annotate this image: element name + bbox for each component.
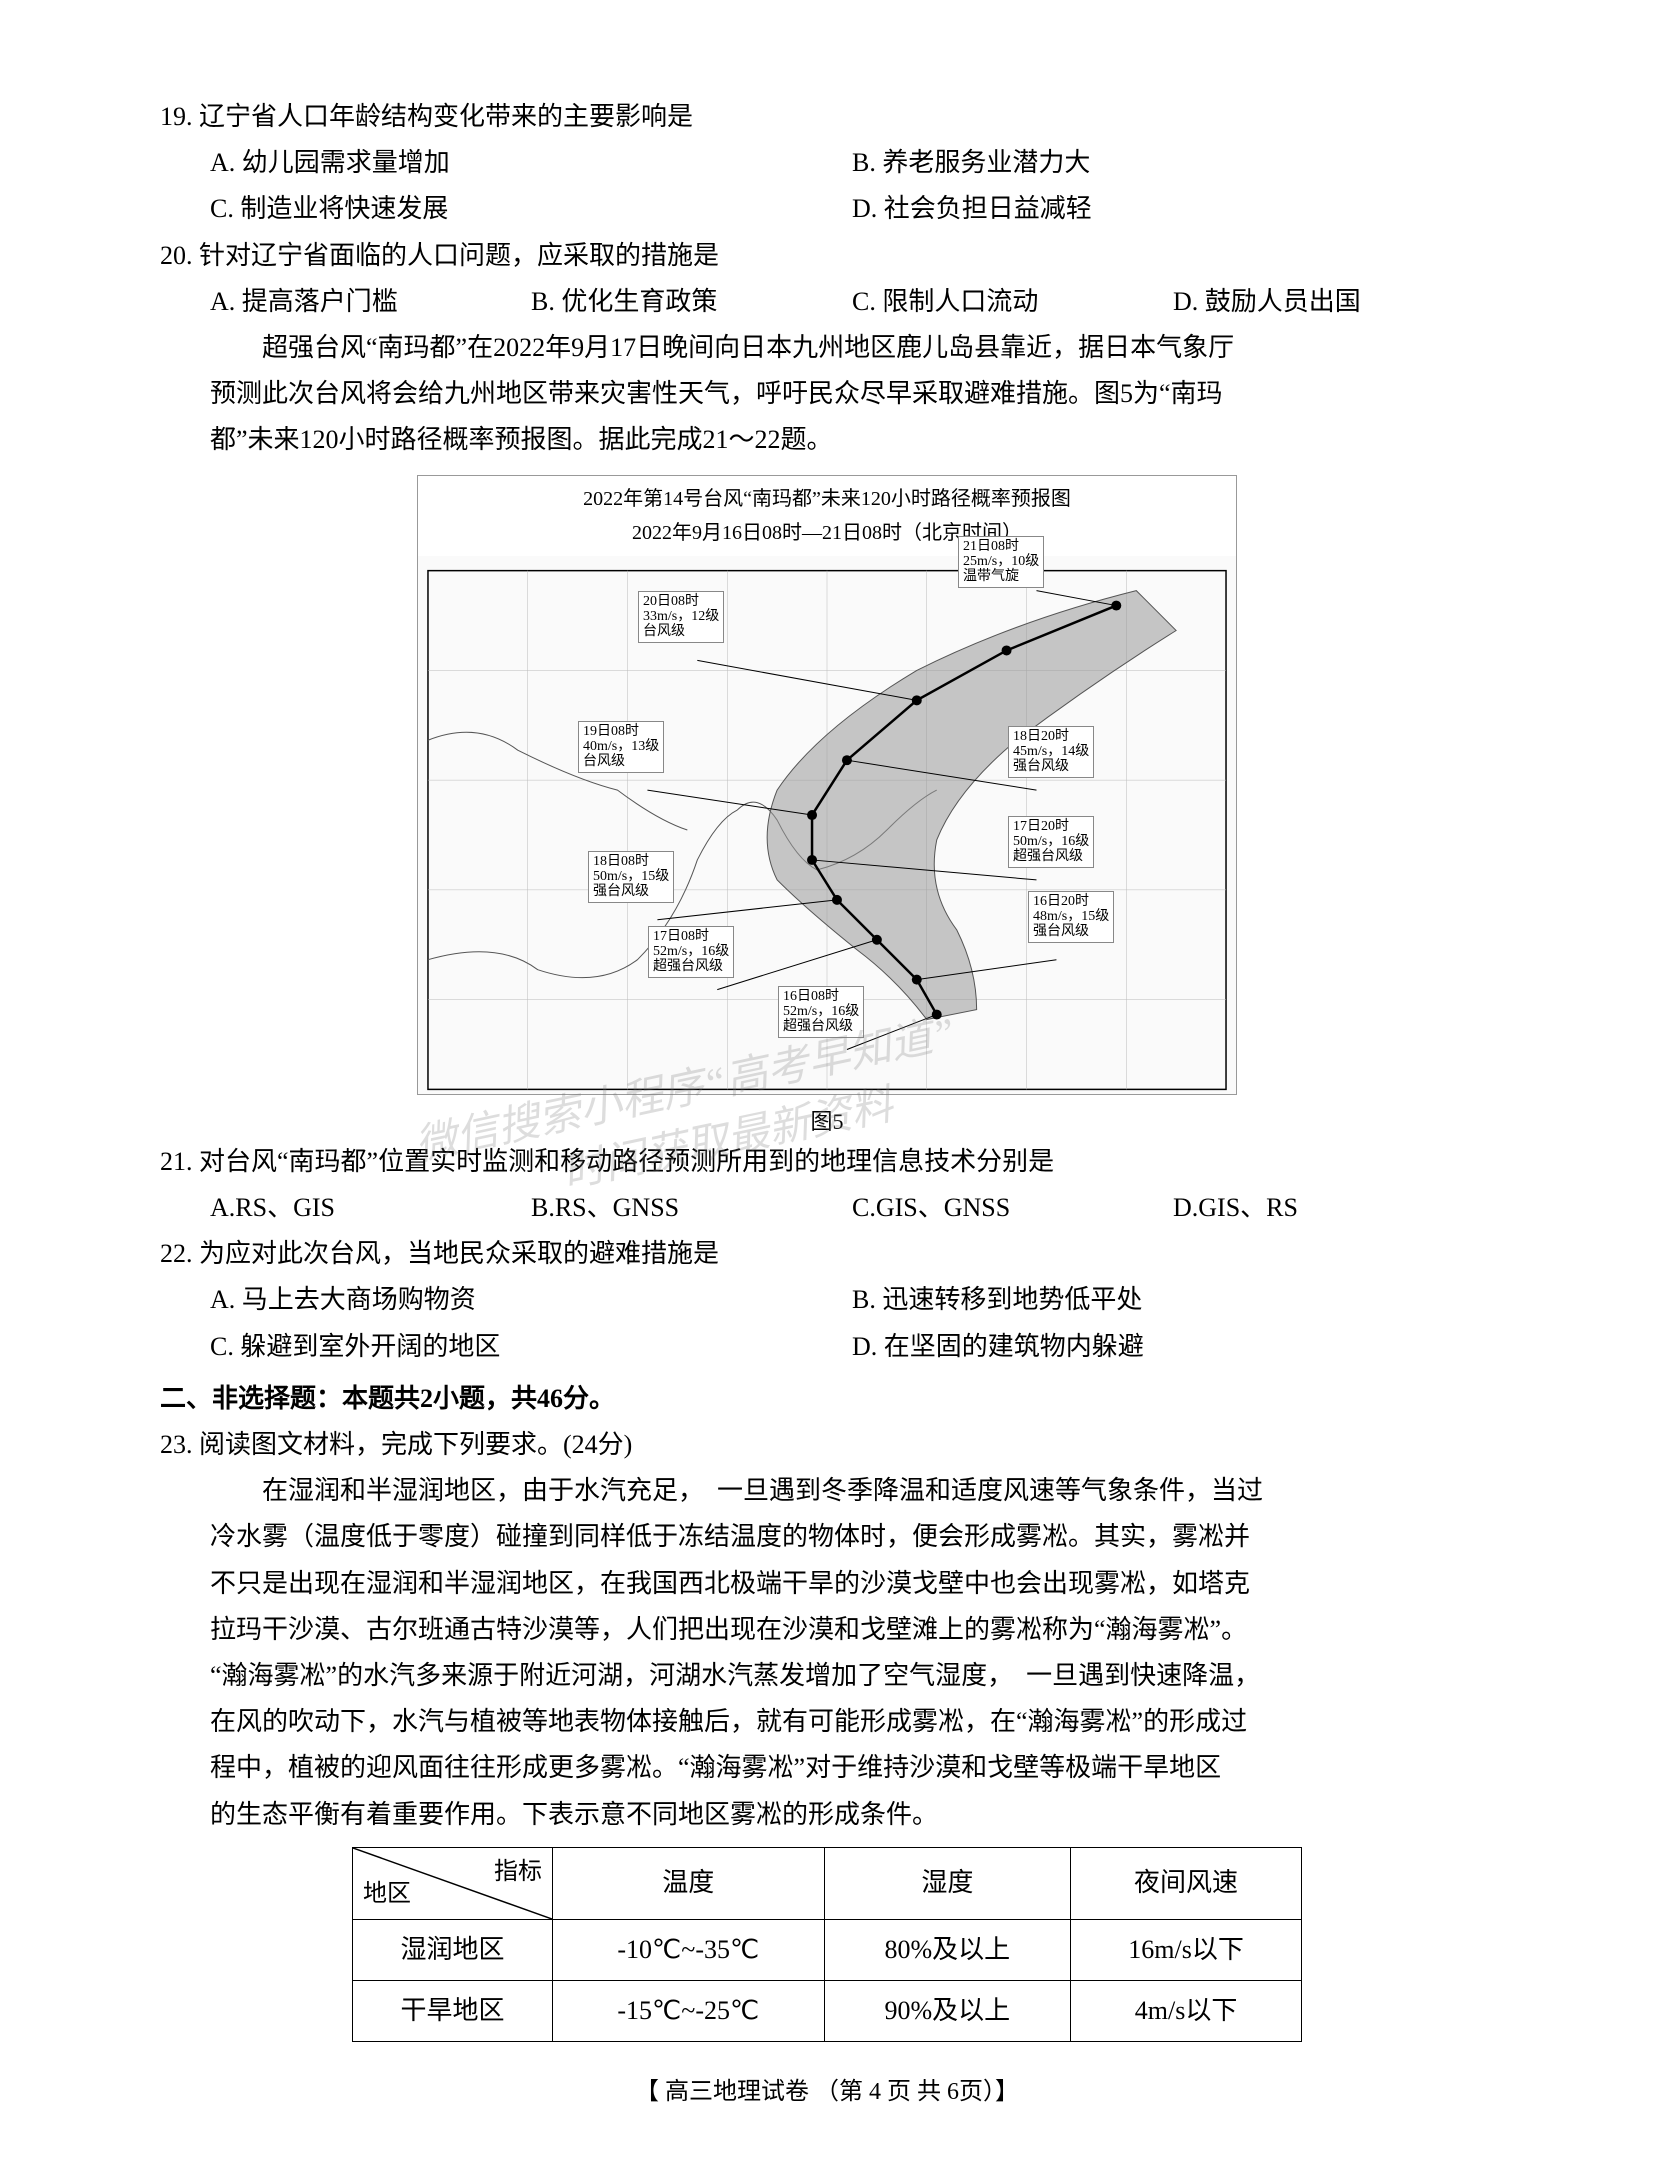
q19-option-d: D. 社会负担日益减轻 (852, 187, 1494, 231)
passage-line1: 超强台风“南玛都”在2022年9月17日晚间向日本九州地区鹿儿岛县靠近，据日本气… (160, 326, 1494, 370)
q22-options-row2: C. 躲避到室外开阔的地区 D. 在坚固的建筑物内躲避 (160, 1325, 1494, 1369)
passage-line3: 都”未来120小时路径概率预报图。据此完成21～22题。 (160, 418, 1494, 462)
row1-region: 干旱地区 (353, 1980, 553, 2041)
q19-option-b: B. 养老服务业潜力大 (852, 141, 1494, 185)
q20-stem: 20. 针对辽宁省面临的人口问题，应采取的措施是 (160, 234, 1494, 278)
figure-title-line1: 2022年第14号台风“南玛都”未来120小时路径概率预报图 (424, 482, 1230, 516)
q22-option-b: B. 迅速转移到地势低平处 (852, 1278, 1494, 1322)
row0-temp: -10℃~-35℃ (553, 1919, 825, 1980)
q20-option-c: C. 限制人口流动 (852, 280, 1173, 324)
row1-humidity: 90%及以上 (824, 1980, 1071, 2041)
footer-text: 【 高三地理试卷 （第 4 页 共 6页）】 (615, 2072, 1039, 2113)
map-label-17: 17日08时52m/s，16级超强台风级 (648, 926, 734, 978)
q21-options: A.RS、GIS B.RS、GNSS C.GIS、GNSS D.GIS、RS (160, 1186, 1494, 1230)
q23-p6: 在风的吹动下，水汽与植被等地表物体接触后，就有可能形成雾凇，在“瀚海雾凇”的形成… (160, 1700, 1494, 1744)
q20-options: A. 提高落户门槛 B. 优化生育政策 C. 限制人口流动 D. 鼓励人员出国 (160, 280, 1494, 324)
row0-wind: 16m/s以下 (1071, 1919, 1302, 1980)
q21-stem: 21. 对台风“南玛都”位置实时监测和移动路径预测所用到的地理信息技术分别是 (160, 1140, 1494, 1184)
map-label-18b: 18日20时45m/s，14级强台风级 (1008, 726, 1094, 778)
q19-options-row1: A. 幼儿园需求量增加 B. 养老服务业潜力大 (160, 141, 1494, 185)
row0-humidity: 80%及以上 (824, 1919, 1071, 1980)
diag-top-label: 指标 (494, 1852, 542, 1893)
map-label-18: 18日08时50m/s，15级强台风级 (588, 851, 674, 903)
figure-container: 2022年第14号台风“南玛都”未来120小时路径概率预报图 2022年9月16… (160, 475, 1494, 1095)
q20-option-d: D. 鼓励人员出国 (1173, 280, 1494, 324)
q21-option-a: A.RS、GIS (210, 1186, 531, 1230)
q22-option-a: A. 马上去大商场购物资 (210, 1278, 852, 1322)
table-row: 湿润地区 -10℃~-35℃ 80%及以上 16m/s以下 (353, 1919, 1302, 1980)
map-label-19: 19日08时40m/s，13级台风级 (578, 721, 664, 773)
q19-option-c: C. 制造业将快速发展 (210, 187, 852, 231)
q21-option-b: B.RS、GNSS (531, 1186, 852, 1230)
page-footer: 【 高三地理试卷 （第 4 页 共 6页）】 (160, 2072, 1494, 2113)
map-label-16: 16日08时52m/s，16级超强台风级 (778, 986, 864, 1038)
q19-stem: 19. 辽宁省人口年龄结构变化带来的主要影响是 (160, 95, 1494, 139)
q22-option-c: C. 躲避到室外开阔的地区 (210, 1325, 852, 1369)
table-row: 干旱地区 -15℃~-25℃ 90%及以上 4m/s以下 (353, 1980, 1302, 2041)
diag-bot-label: 地区 (363, 1874, 411, 1915)
figure-box: 2022年第14号台风“南玛都”未来120小时路径概率预报图 2022年9月16… (417, 475, 1237, 1095)
table-container: 指标 地区 温度 湿度 夜间风速 湿润地区 -10℃~-35℃ 80%及以上 1… (160, 1847, 1494, 2042)
q21-option-c: C.GIS、GNSS (852, 1186, 1173, 1230)
page-wrapper: { "q19": { "stem": "19. 辽宁省人口年龄结构变化带来的主要… (160, 95, 1494, 2113)
map-label-21: 21日08时25m/s，10级温带气旋 (958, 536, 1044, 588)
q23-p4: 拉玛干沙漠、古尔班通古特沙漠等，人们把出现在沙漠和戈壁滩上的雾凇称为“瀚海雾凇”… (160, 1608, 1494, 1652)
section2-heading: 二、非选择题：本题共2小题，共46分。 (160, 1377, 1494, 1421)
q21-option-d: D.GIS、RS (1173, 1186, 1494, 1230)
table-diag-header: 指标 地区 (353, 1847, 553, 1919)
map-label-17b: 17日20时50m/s，16级超强台风级 (1008, 816, 1094, 868)
q23-p2: 冷水雾（温度低于零度）碰撞到同样低于冻结温度的物体时，便会形成雾凇。其实，雾凇并 (160, 1515, 1494, 1559)
map-label-20: 20日08时33m/s，12级台风级 (638, 591, 724, 643)
q20-option-a: A. 提高落户门槛 (210, 280, 531, 324)
col-wind: 夜间风速 (1071, 1847, 1302, 1919)
row1-temp: -15℃~-25℃ (553, 1980, 825, 2041)
col-humidity: 湿度 (824, 1847, 1071, 1919)
row1-wind: 4m/s以下 (1071, 1980, 1302, 2041)
q22-stem: 22. 为应对此次台风，当地民众采取的避难措施是 (160, 1232, 1494, 1276)
figure-title: 2022年第14号台风“南玛都”未来120小时路径概率预报图 2022年9月16… (418, 476, 1236, 556)
q22-option-d: D. 在坚固的建筑物内躲避 (852, 1325, 1494, 1369)
q23-p7: 程中，植被的迎风面往往形成更多雾凇。“瀚海雾凇”对于维持沙漠和戈壁等极端干旱地区 (160, 1746, 1494, 1790)
q23-p5: “瀚海雾凇”的水汽多来源于附近河湖，河湖水汽蒸发增加了空气湿度， 一旦遇到快速降… (160, 1654, 1494, 1698)
table-header-row: 指标 地区 温度 湿度 夜间风速 (353, 1847, 1302, 1919)
col-temp: 温度 (553, 1847, 825, 1919)
map-label-16b: 16日20时48m/s，15级强台风级 (1028, 891, 1114, 943)
q19-options-row2: C. 制造业将快速发展 D. 社会负担日益减轻 (160, 187, 1494, 231)
figure-title-line2: 2022年9月16日08时—21日08时（北京时间） (424, 516, 1230, 550)
passage-line2: 预测此次台风将会给九州地区带来灾害性天气，呼吁民众尽早采取避难措施。图5为“南玛 (160, 372, 1494, 416)
q22-options-row1: A. 马上去大商场购物资 B. 迅速转移到地势低平处 (160, 1278, 1494, 1322)
q23-p8: 的生态平衡有着重要作用。下表示意不同地区雾凇的形成条件。 (160, 1793, 1494, 1837)
q23-p3: 不只是出现在湿润和半湿润地区，在我国西北极端干旱的沙漠戈壁中也会出现雾凇，如塔克 (160, 1562, 1494, 1606)
q23-p1: 在湿润和半湿润地区，由于水汽充足， 一旦遇到冬季降温和适度风速等气象条件，当过 (160, 1469, 1494, 1513)
q19-option-a: A. 幼儿园需求量增加 (210, 141, 852, 185)
q20-option-b: B. 优化生育政策 (531, 280, 852, 324)
q23-stem: 23. 阅读图文材料，完成下列要求。(24分) (160, 1423, 1494, 1467)
row0-region: 湿润地区 (353, 1919, 553, 1980)
conditions-table: 指标 地区 温度 湿度 夜间风速 湿润地区 -10℃~-35℃ 80%及以上 1… (352, 1847, 1302, 2042)
